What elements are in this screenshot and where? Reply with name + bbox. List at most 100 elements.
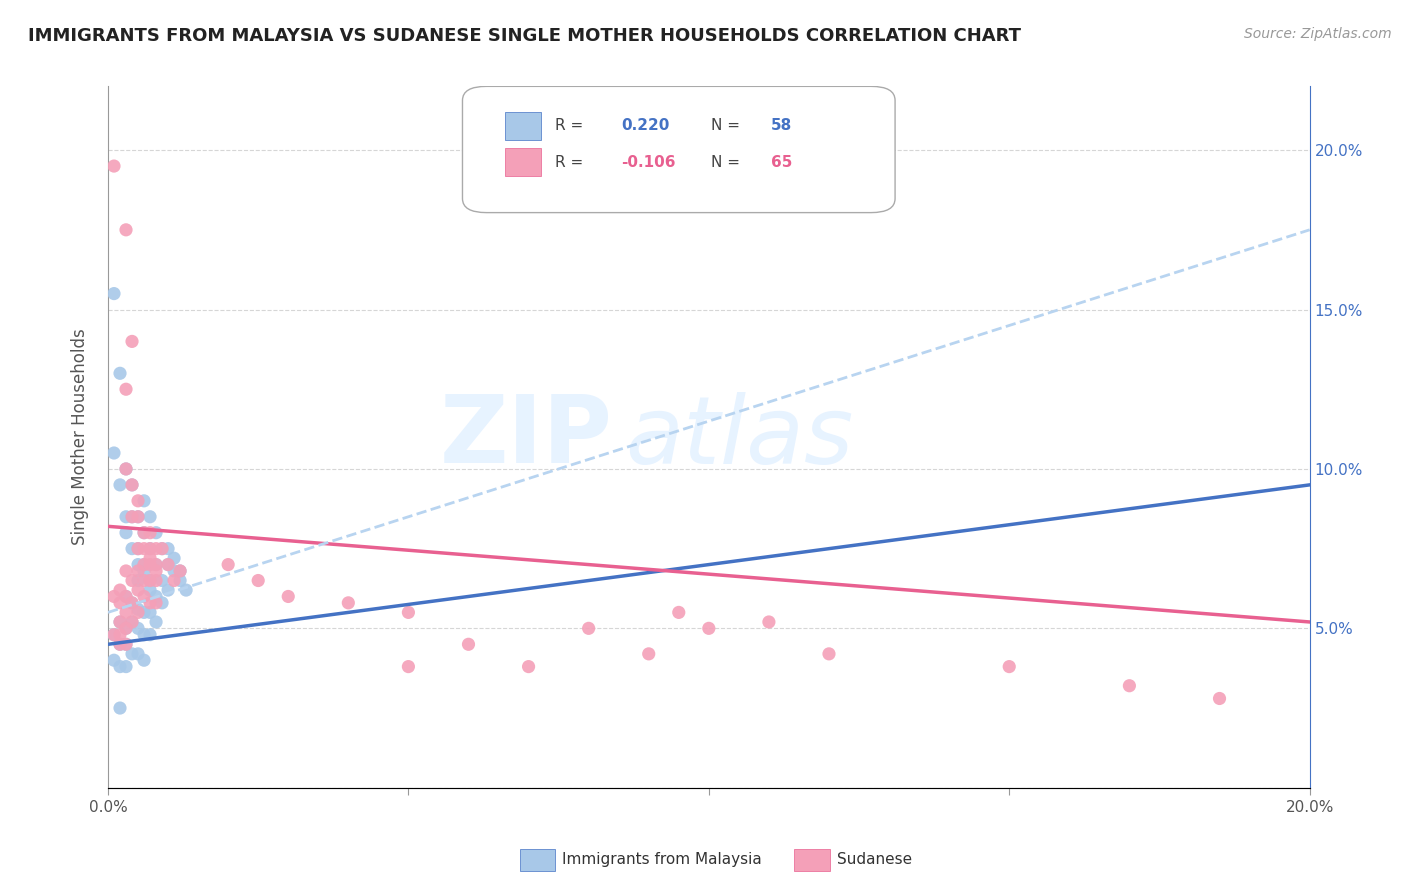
Point xyxy=(145,558,167,572)
Point xyxy=(127,606,149,620)
Point xyxy=(127,564,149,578)
Point xyxy=(115,462,138,476)
Point xyxy=(121,334,143,349)
Point xyxy=(637,647,659,661)
Text: Immigrants from Malaysia: Immigrants from Malaysia xyxy=(562,853,762,867)
Point xyxy=(103,653,125,667)
Point xyxy=(132,558,155,572)
Point xyxy=(121,615,143,629)
Point xyxy=(157,558,180,572)
Point xyxy=(115,590,138,604)
Text: R =: R = xyxy=(555,154,588,169)
Point xyxy=(108,583,131,598)
Point xyxy=(145,596,167,610)
Point xyxy=(121,509,143,524)
FancyBboxPatch shape xyxy=(463,87,896,212)
Point xyxy=(337,596,360,610)
Point xyxy=(108,637,131,651)
Point xyxy=(457,637,479,651)
Point xyxy=(127,541,149,556)
Point xyxy=(139,558,162,572)
Point xyxy=(115,223,138,237)
Text: IMMIGRANTS FROM MALAYSIA VS SUDANESE SINGLE MOTHER HOUSEHOLDS CORRELATION CHART: IMMIGRANTS FROM MALAYSIA VS SUDANESE SIN… xyxy=(28,27,1021,45)
Point xyxy=(145,564,167,578)
Point xyxy=(103,286,125,301)
Text: Source: ZipAtlas.com: Source: ZipAtlas.com xyxy=(1244,27,1392,41)
Point xyxy=(145,541,167,556)
Point xyxy=(697,621,720,635)
Point xyxy=(1208,691,1230,706)
Point xyxy=(247,574,270,588)
Point xyxy=(103,590,125,604)
FancyBboxPatch shape xyxy=(505,148,540,176)
Point xyxy=(145,574,167,588)
Point xyxy=(139,574,162,588)
Point xyxy=(517,659,540,673)
Point xyxy=(163,551,186,566)
Point xyxy=(145,525,167,540)
Point xyxy=(132,493,155,508)
Point xyxy=(108,615,131,629)
Point xyxy=(115,606,138,620)
Point xyxy=(121,478,143,492)
Text: 58: 58 xyxy=(772,118,793,133)
Text: N =: N = xyxy=(711,118,745,133)
Point xyxy=(108,659,131,673)
Text: Sudanese: Sudanese xyxy=(837,853,911,867)
Point xyxy=(103,628,125,642)
Point xyxy=(157,583,180,598)
Point xyxy=(150,541,173,556)
Point xyxy=(108,628,131,642)
Point xyxy=(115,621,138,635)
Point xyxy=(998,659,1021,673)
Point xyxy=(121,596,143,610)
Text: ZIP: ZIP xyxy=(440,391,613,483)
Point xyxy=(127,493,149,508)
Point xyxy=(121,478,143,492)
Point xyxy=(169,574,191,588)
Point xyxy=(150,574,173,588)
Point xyxy=(139,551,162,566)
Point xyxy=(132,628,155,642)
Point xyxy=(277,590,299,604)
Point xyxy=(108,615,131,629)
Point xyxy=(396,606,419,620)
Point xyxy=(115,509,138,524)
Point xyxy=(127,558,149,572)
Point xyxy=(127,574,149,588)
Point xyxy=(108,478,131,492)
Point xyxy=(121,541,143,556)
Point xyxy=(132,525,155,540)
Point xyxy=(145,558,167,572)
Point xyxy=(108,701,131,715)
Point xyxy=(139,596,162,610)
Point xyxy=(121,647,143,661)
Point xyxy=(578,621,600,635)
Point xyxy=(115,659,138,673)
Text: -0.106: -0.106 xyxy=(621,154,676,169)
Point xyxy=(127,583,149,598)
Point xyxy=(139,628,162,642)
Point xyxy=(396,659,419,673)
Point xyxy=(121,574,143,588)
Point xyxy=(115,564,138,578)
Point xyxy=(132,541,155,556)
Point xyxy=(115,525,138,540)
Point xyxy=(150,596,173,610)
Point xyxy=(139,509,162,524)
Point xyxy=(132,558,155,572)
Point xyxy=(127,509,149,524)
Point xyxy=(103,159,125,173)
Point xyxy=(132,590,155,604)
Text: N =: N = xyxy=(711,154,745,169)
Point xyxy=(115,637,138,651)
Point xyxy=(132,574,155,588)
FancyBboxPatch shape xyxy=(505,112,540,140)
Text: 65: 65 xyxy=(772,154,793,169)
Point xyxy=(127,541,149,556)
Point xyxy=(115,637,138,651)
Point xyxy=(127,602,149,616)
Point xyxy=(115,382,138,396)
Text: R =: R = xyxy=(555,118,588,133)
Point xyxy=(132,606,155,620)
